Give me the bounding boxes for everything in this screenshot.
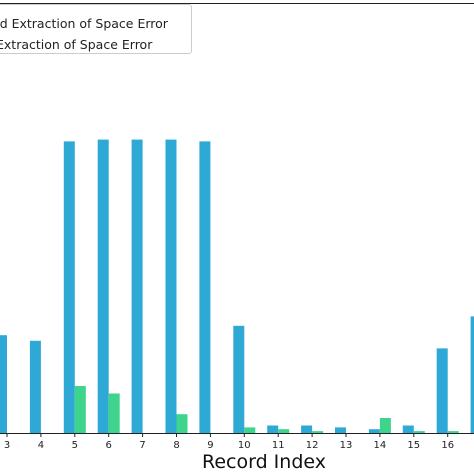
x-tick-label-13: 13 [340, 440, 353, 451]
bar-series-2-record-8 [176, 414, 188, 433]
x-tick-label-8: 8 [173, 440, 179, 451]
x-tick-label-10: 10 [238, 440, 251, 451]
x-tick-label-5: 5 [72, 440, 78, 451]
bar-series-1-record-11 [267, 425, 279, 433]
x-tick-label-11: 11 [272, 440, 285, 451]
x-axis-label: Record Index [202, 451, 326, 473]
bar-series-1-record-17 [470, 316, 474, 433]
bar-series-1-record-16 [436, 348, 448, 433]
bar-series-1-record-9 [199, 141, 211, 433]
x-tick-label-14: 14 [374, 440, 387, 451]
legend-item-series-1: ed Extraction of Space Error [0, 16, 168, 31]
bar-series-1-record-10 [233, 325, 245, 433]
x-tick-label-12: 12 [306, 440, 319, 451]
bar-series-1-record-6 [97, 139, 109, 433]
legend: ed Extraction of Space Error Extraction … [0, 4, 192, 54]
x-tick-label-16: 16 [441, 440, 454, 451]
x-tick-label-4: 4 [38, 440, 44, 451]
bar-series-1-record-5 [63, 141, 75, 433]
legend-label-series-2: Extraction of Space Error [0, 37, 153, 52]
x-ticks-group: 34567891011121314151617 [4, 433, 454, 451]
bar-series-1-record-12 [301, 425, 313, 433]
bar-series-1-record-4 [29, 340, 41, 433]
bar-series-2-record-11 [278, 429, 290, 433]
bar-series-2-record-16 [447, 431, 459, 433]
bar-series-1-record-15 [402, 425, 414, 433]
x-tick-label-7: 7 [139, 440, 145, 451]
bar-series-2-record-5 [74, 386, 86, 433]
bar-series-2-record-6 [108, 393, 120, 433]
x-tick-label-9: 9 [207, 440, 213, 451]
bar-series-1-record-7 [131, 139, 143, 433]
bar-series-1-record-3 [0, 335, 7, 433]
x-tick-label-3: 3 [4, 440, 10, 451]
bar-series-2-record-15 [413, 431, 425, 433]
x-tick-label-6: 6 [106, 440, 112, 451]
legend-label-series-1: ed Extraction of Space Error [0, 16, 168, 31]
bar-series-2-record-14 [379, 418, 391, 433]
bar-series-2-record-12 [312, 431, 324, 433]
legend-item-series-2: Extraction of Space Error [0, 37, 152, 52]
bar-series-2-record-10 [244, 427, 256, 433]
x-tick-label-15: 15 [407, 440, 420, 451]
bars-group [0, 139, 474, 433]
bar-series-1-record-8 [165, 139, 177, 433]
bar-series-1-record-14 [368, 429, 380, 433]
bar-series-1-record-13 [335, 427, 346, 433]
